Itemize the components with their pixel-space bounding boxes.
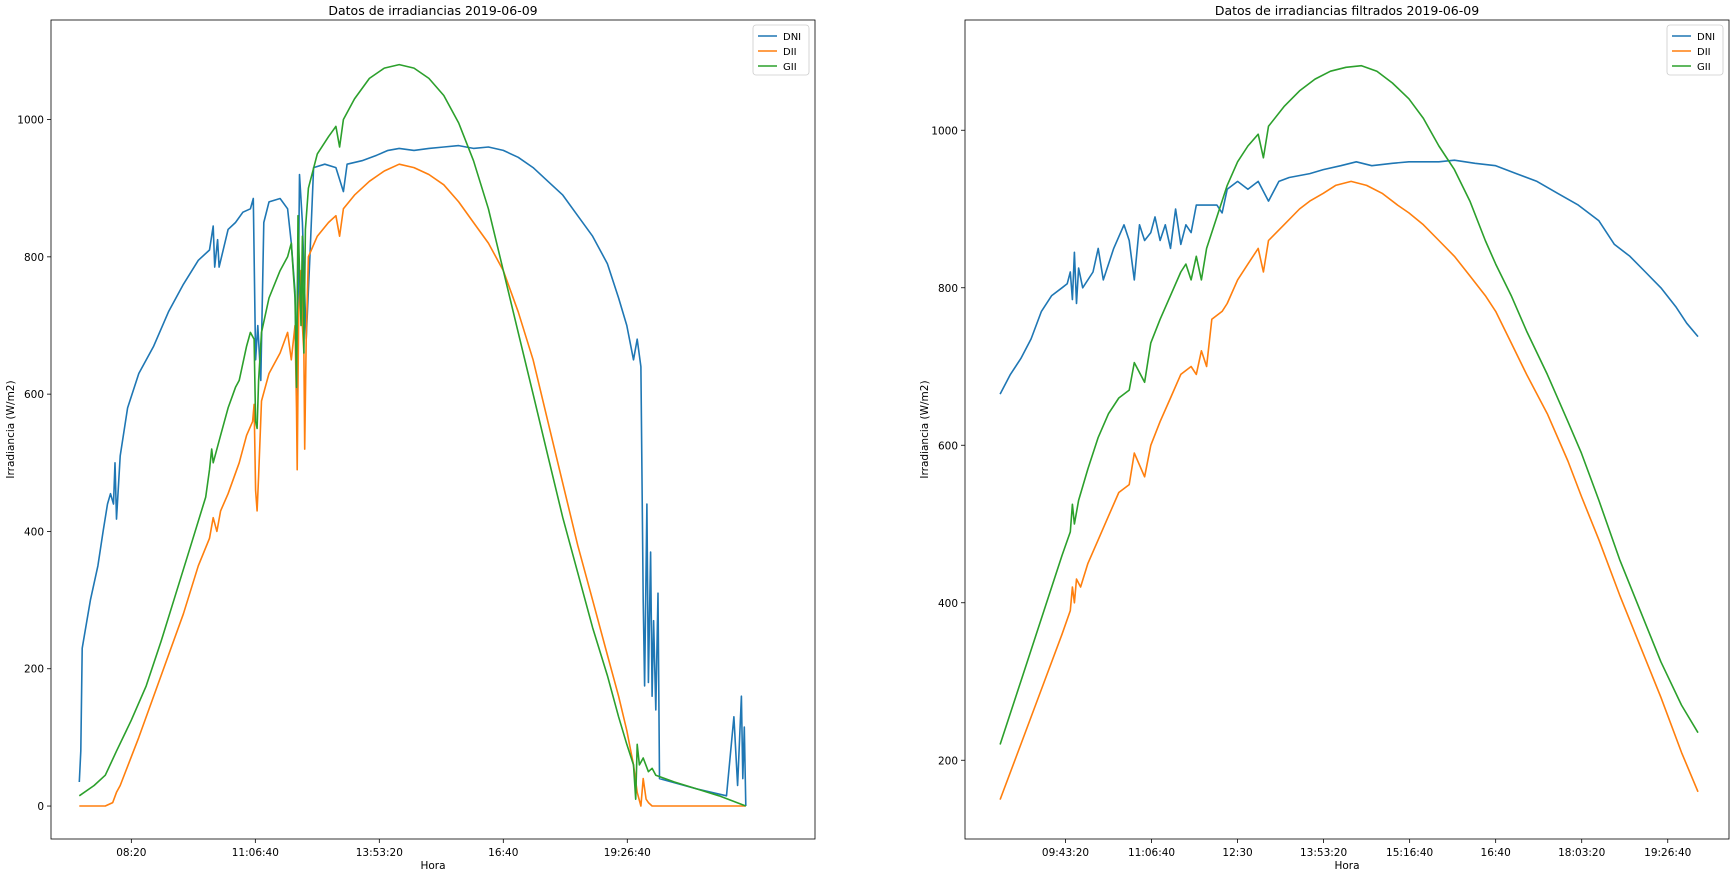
chart-title: Datos de irradiancias 2019-06-09 [328,3,537,18]
legend-label-dii: DII [783,47,797,58]
legend-label-dni: DNI [783,32,801,43]
x-tick-label: 11:06:40 [1128,847,1175,859]
x-axis-label: Hora [1334,860,1359,872]
x-tick-label: 09:43:20 [1042,847,1089,859]
y-axis-label: Irradiancia (W/m2) [5,380,17,478]
y-axis-label: Irradiancia (W/m2) [919,380,931,478]
series-line-gii [78,63,747,807]
series-line-dni [78,144,747,807]
x-tick-label: 13:53:20 [1300,847,1347,859]
chart-irradiancias: 08:20 11:06:40 13:53:20 16:40 19:26:40 0 200 40… [5,3,816,872]
x-tick-label: 16:40 [488,847,518,859]
x-tick-label: 13:53:20 [356,847,403,859]
y-tick-label: 800 [24,252,44,264]
legend-label-dni: DNI [1697,32,1715,43]
legend-label-gii: GII [1697,62,1711,73]
x-tick-label: 19:26:40 [1644,847,1691,859]
legend: DNI DII GII [752,24,810,76]
y-tick-label: 400 [938,598,958,610]
y-tick-label: 1000 [17,115,44,127]
y-tick-label: 200 [24,664,44,676]
x-tick-label: 19:26:40 [604,847,651,859]
plot-frame [964,19,1730,840]
series-line-dii [79,163,746,807]
plot-frame [50,19,816,840]
y-tick-label: 600 [24,389,44,401]
x-tick-label: 15:16:40 [1386,847,1433,859]
x-tick-label: 12:30 [1222,847,1252,859]
y-tick-label: 200 [938,755,958,767]
chart-irradiancias-filtrados: 09:43:20 11:06:40 12:30 13:53:20 15:16:40 16:… [919,3,1730,872]
y-tick-label: 0 [37,801,44,813]
x-tick-label: 16:40 [1481,847,1511,859]
series-line-gii [999,64,1699,745]
y-tick-label: 400 [24,526,44,538]
legend: DNI DII GII [1666,24,1724,76]
legend-label-gii: GII [783,62,797,73]
x-tick-label: 18:03:20 [1558,847,1605,859]
y-tick-label: 600 [938,440,958,452]
series-line-dii [999,180,1699,800]
x-tick-label: 11:06:40 [232,847,279,859]
y-tick-label: 1000 [931,125,958,137]
series-line-dni [999,159,1699,395]
x-tick-label: 08:20 [116,847,146,859]
chart-title: Datos de irradiancias filtrados 2019-06-… [1215,3,1479,18]
legend-box [752,24,810,76]
x-axis-label: Hora [420,860,445,872]
legend-label-dii: DII [1697,47,1711,58]
y-tick-label: 800 [938,283,958,295]
legend-box [1666,24,1724,76]
